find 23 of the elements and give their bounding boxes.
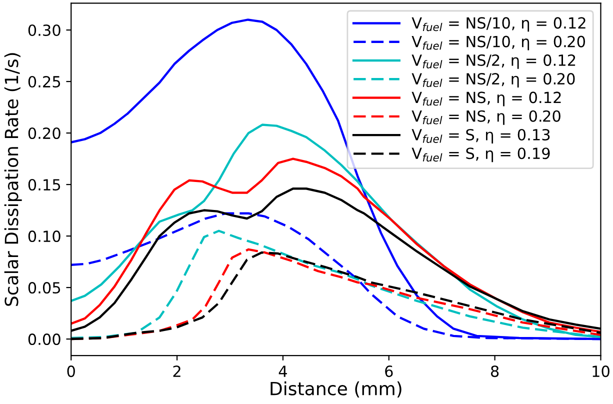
y-tick-label: 0.30 (28, 24, 60, 36)
x-tick-label: 10 (592, 366, 610, 378)
x-axis-title: Distance (mm) (270, 381, 402, 398)
legend-label: V$_{fuel}$ = S, η = 0.19 (412, 148, 550, 162)
y-axis-title: Scalar Dissipation Rate (1/s) (4, 53, 22, 306)
y-tick-label: 0.00 (28, 334, 60, 346)
y-tick-label: 0.25 (28, 76, 60, 88)
legend-label: V$_{fuel}$ = NS/2, η = 0.20 (412, 73, 575, 88)
x-tick-label: 0 (67, 366, 75, 378)
x-tick-label: 4 (278, 366, 287, 377)
legend-label: V$_{fuel}$ = NS/10, η = 0.12 (412, 17, 586, 32)
x-tick-label: 2 (173, 366, 180, 377)
y-tick-label: 0.15 (28, 178, 60, 191)
x-tick-label: 6 (385, 366, 393, 378)
x-tick-label: 8 (490, 366, 499, 378)
legend-label: V$_{fuel}$ = NS, η = 0.20 (412, 110, 560, 125)
y-tick-label: 0.20 (28, 127, 60, 140)
legend-label: V$_{fuel}$ = NS/10, η = 0.20 (412, 36, 586, 50)
legend-label: V$_{fuel}$ = S, η = 0.13 (412, 128, 550, 144)
legend-label: V$_{fuel}$ = NS/2, η = 0.12 (412, 54, 576, 69)
y-tick-label: 0.05 (28, 282, 60, 294)
y-tick-label: 0.10 (28, 230, 60, 242)
legend-label: V$_{fuel}$ = NS, η = 0.12 (412, 92, 561, 106)
